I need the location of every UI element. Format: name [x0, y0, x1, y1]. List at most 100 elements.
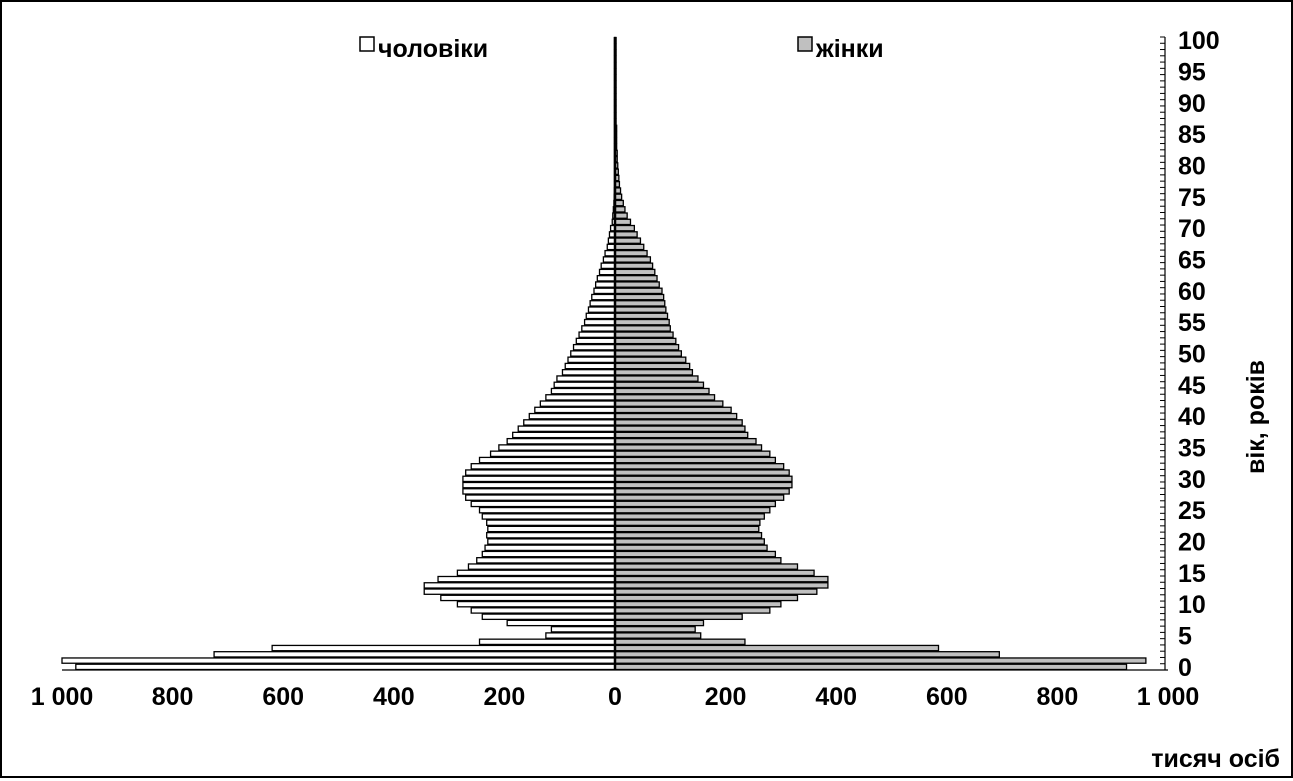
bar-male-age-33	[478, 456, 616, 464]
female-bars	[614, 36, 1147, 671]
bar-male-age-7	[506, 619, 616, 627]
bar-female-age-71	[614, 218, 632, 226]
bar-male-age-63	[598, 268, 616, 276]
bar-male-age-52	[575, 337, 616, 345]
bar-female-age-32	[614, 463, 785, 470]
bar-female-age-7	[614, 619, 705, 627]
bar-female-age-68	[614, 237, 642, 244]
bar-male-age-13	[423, 582, 616, 589]
bar-male-age-42	[539, 400, 616, 407]
bar-male-age-17	[476, 557, 616, 564]
bar-female-age-9	[614, 607, 771, 614]
bar-male-age-46	[556, 375, 616, 382]
bar-female-age-66	[614, 249, 648, 257]
y-tick-label: 15	[1178, 560, 1206, 588]
bar-male-age-23	[486, 519, 616, 527]
bar-female-age-53	[614, 331, 674, 338]
bar-male-age-39	[523, 419, 616, 426]
bar-female-age-58	[614, 300, 666, 307]
bar-female-age-25	[614, 506, 771, 514]
bar-female-age-27	[614, 494, 785, 501]
bar-female-age-10	[614, 600, 782, 608]
bar-male-age-41	[534, 406, 616, 414]
bar-female-age-12	[614, 588, 818, 595]
bar-male-age-9	[470, 607, 616, 614]
bar-female-age-36	[614, 437, 757, 445]
bar-male-age-57	[587, 306, 616, 313]
bar-male-age-65	[602, 256, 616, 263]
bar-female-age-62	[614, 275, 658, 282]
bar-male-age-1	[61, 657, 616, 664]
y-tick-label: 20	[1178, 529, 1206, 557]
bar-female-age-2	[614, 651, 1000, 658]
bar-female-age-19	[614, 544, 768, 552]
y-tick-label: 65	[1178, 246, 1206, 274]
bar-male-age-21	[486, 531, 616, 539]
bar-female-age-18	[614, 550, 777, 558]
x-tick-label: 1 000	[31, 683, 94, 711]
bar-male-age-66	[604, 249, 616, 257]
bar-female-age-31	[614, 469, 790, 476]
bar-female-age-21	[614, 531, 763, 539]
bar-male-age-29	[462, 481, 616, 489]
male-bars	[61, 36, 616, 671]
bar-male-age-6	[550, 625, 616, 633]
legend-label-female: жінки	[815, 35, 884, 63]
bar-female-age-59	[614, 293, 665, 301]
bar-male-age-12	[423, 588, 616, 595]
bar-male-age-50	[570, 350, 616, 357]
y-tick-label: 90	[1178, 90, 1206, 118]
bar-male-age-35	[498, 444, 616, 451]
y-tick-label: 0	[1178, 654, 1192, 682]
bar-female-age-22	[614, 525, 760, 533]
bar-male-age-16	[467, 563, 616, 570]
y-tick-label: 100	[1178, 27, 1220, 55]
x-tick-label: 200	[705, 683, 747, 711]
bar-male-age-36	[506, 437, 616, 445]
bar-female-age-26	[614, 500, 777, 508]
bar-female-age-6	[614, 625, 696, 633]
bar-male-age-32	[470, 463, 616, 470]
y-tick-label: 30	[1178, 466, 1206, 494]
bar-female-age-8	[614, 613, 743, 621]
bar-male-age-59	[591, 293, 616, 301]
bar-male-age-40	[528, 412, 616, 420]
bar-female-age-5	[614, 632, 702, 639]
bar-male-age-60	[593, 287, 616, 295]
legend-swatch-male	[359, 36, 375, 52]
bar-female-age-24	[614, 513, 765, 520]
bar-male-age-20	[487, 538, 616, 545]
bar-female-age-3	[614, 644, 940, 652]
bar-female-age-54	[614, 325, 671, 332]
bar-female-age-51	[614, 343, 680, 351]
bar-male-age-15	[456, 569, 616, 577]
bar-female-age-44	[614, 387, 710, 395]
bar-male-age-3	[271, 644, 616, 652]
bar-female-age-42	[614, 400, 724, 407]
bar-female-age-57	[614, 306, 667, 313]
y-axis-title: вік, років	[1242, 360, 1270, 474]
bar-female-age-61	[614, 281, 660, 288]
bar-male-age-58	[589, 300, 616, 307]
x-tick-label: 0	[608, 683, 622, 711]
x-tick-labels: 1 000 800 600 400 200 0 200 400 600 800 1 000	[31, 683, 1200, 711]
bar-female-age-45	[614, 381, 705, 389]
y-tick-label: 75	[1178, 184, 1206, 212]
bar-male-age-19	[484, 544, 616, 552]
bar-female-age-69	[614, 231, 638, 238]
y-tick-label: 95	[1178, 58, 1206, 86]
y-tick-label: 25	[1178, 497, 1206, 525]
y-tick-label: 5	[1178, 623, 1192, 651]
x-tick-label: 600	[262, 683, 304, 711]
bar-female-age-15	[614, 569, 815, 577]
x-tick-label: 800	[152, 683, 194, 711]
bar-female-age-17	[614, 557, 782, 564]
bar-female-age-16	[614, 563, 799, 570]
bar-male-age-14	[437, 575, 616, 583]
bar-female-age-23	[614, 519, 761, 527]
bar-male-age-43	[545, 394, 616, 401]
bar-male-age-37	[512, 431, 616, 439]
axes	[62, 36, 1168, 671]
legend-swatch-female	[797, 36, 813, 52]
